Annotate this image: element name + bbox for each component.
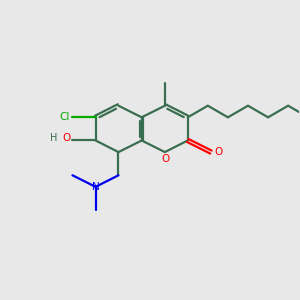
Text: O: O [63,133,71,143]
Text: H: H [50,133,57,143]
Text: Cl: Cl [60,112,70,122]
Text: N: N [92,182,100,192]
Text: O: O [162,154,170,164]
Text: O: O [214,147,223,157]
